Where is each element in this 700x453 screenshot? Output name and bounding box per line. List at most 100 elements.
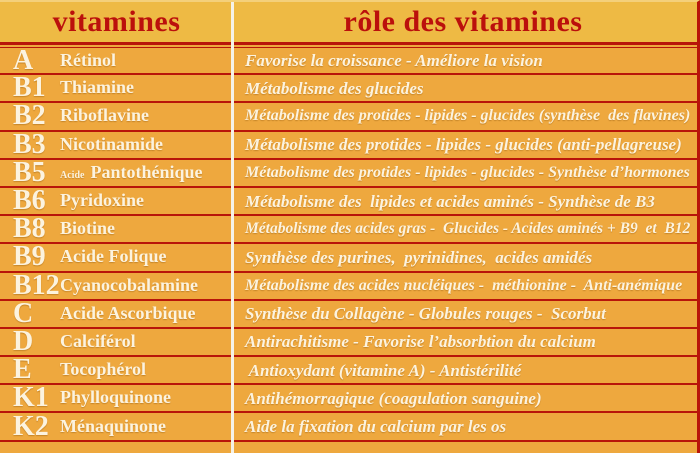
vitamin-letter: B2 [13,100,46,132]
vitamin-name: Nicotinamide [60,133,163,154]
vitamin-name: Ménaquinone [60,415,167,436]
vitamin-row: K1 Phylloquinone Antihémorragique (coagu… [0,382,697,414]
vitamin-row: B3 Nicotinamide Métabolisme des protides… [0,128,697,160]
vitamin-cell: E Tocophérol [0,354,233,386]
vitamin-cell: A Rétinol [0,44,233,76]
vitamin-letter: E [13,354,32,386]
vitamin-row: B2 Riboflavine Métabolisme des protides … [0,100,697,132]
vitamin-cell: B2 Riboflavine [0,100,233,132]
table-body: A Rétinol Favorise la croissance - Améli… [0,45,697,442]
vitamin-name: Acide Ascorbique [60,302,196,323]
vitamin-cell: B1 Thiamine [0,72,233,104]
vitamin-letter: A [13,44,34,76]
vitamin-name: Rétinol [60,49,116,70]
vitamin-row: B12 Cyanocobalamine Métabolisme des acid… [0,269,697,301]
vitamin-name-wrap: Phylloquinone [60,388,171,408]
role-cell: Antioxydant (vitamine A) - Antistérilité [233,357,697,383]
vitamin-role: Synthèse du Collagène - Globules rouges … [245,304,606,324]
role-cell: Aide la fixation du calcium par les os [233,413,697,439]
vitamin-name: Thiamine [60,77,135,98]
header-label-role: rôle des vitamines [343,5,583,38]
vitamin-role: Métabolisme des lipides et acides aminés… [245,191,655,211]
vitamin-row: B5 Acide Pantothénique Métabolisme des p… [0,156,697,188]
vitamin-letter: B8 [13,213,46,245]
role-cell: Favorise la croissance - Améliore la vis… [233,48,697,73]
vitamin-row: E Tocophérol Antioxydant (vitamine A) - … [0,354,697,386]
vitamin-name-wrap: Cyanocobalamine [60,276,198,296]
vitamin-cell: B12 Cyanocobalamine [0,269,233,301]
role-cell: Métabolisme des protides - lipides - glu… [233,160,697,186]
vitamin-role: Antirachitisme - Favorise l’absorbtion d… [245,332,596,352]
vitamin-letter: C [13,297,34,329]
vitamin-name: Riboflavine [60,105,150,126]
table-header-row: vitamines rôle des vitamines [0,2,697,45]
vitamin-name: Pantothénique [90,161,203,182]
header-cell-vitamines: vitamines [0,2,233,42]
role-cell: Synthèse des purines, pyrinidines, acide… [233,244,697,270]
header-label-vitamines: vitamines [52,5,181,38]
vitamin-cell: B6 Pyridoxine [0,185,233,217]
role-cell: Métabolisme des acides nucléiques - méth… [233,273,697,299]
vitamin-letter: B5 [13,156,46,188]
vitamin-cell: K1 Phylloquinone [0,382,233,414]
vitamin-role: Antioxydant (vitamine A) - Antistérilité [245,360,522,380]
vitamin-role: Favorise la croissance - Améliore la vis… [245,51,543,71]
role-cell: Métabolisme des acides gras - Glucides -… [233,216,697,242]
role-cell: Antirachitisme - Favorise l’absorbtion d… [233,329,697,355]
role-cell: Métabolisme des lipides et acides aminés… [233,188,697,214]
vitamin-letter: B9 [13,241,46,273]
vitamin-role: Métabolisme des acides nucléiques - méth… [245,276,683,294]
vitamin-name-wrap: Calciférol [60,332,136,352]
vitamin-name: Calciférol [60,330,136,351]
vitamin-letter: B1 [13,72,46,104]
vitamin-role: Métabolisme des protides - lipides - glu… [245,135,682,155]
vitamin-role: Synthèse des purines, pyrinidines, acide… [245,247,593,267]
vitamin-name-wrap: Thiamine [60,78,134,98]
header-cell-role: rôle des vitamines [233,2,697,42]
vitamin-row: C Acide Ascorbique Synthèse du Collagène… [0,297,697,329]
role-cell: Métabolisme des protides - lipides - glu… [233,103,697,129]
vitamin-row: B1 Thiamine Métabolisme des glucides [0,72,697,104]
vitamin-letter: B6 [13,185,46,217]
vitamin-row: B8 Biotine Métabolisme des acides gras -… [0,213,697,245]
vitamin-letter: K1 [13,382,49,414]
role-cell: Synthèse du Collagène - Globules rouges … [233,301,697,327]
role-cell: Métabolisme des glucides [233,75,697,101]
vitamin-cell: D Calciférol [0,325,233,357]
vitamin-name-wrap: Riboflavine [60,106,149,126]
vitamin-name-prefix: Acide [60,169,85,181]
vitamin-role: Métabolisme des acides gras - Glucides -… [245,220,691,238]
vitamin-name-wrap: Pyridoxine [60,191,144,211]
vitamin-name: Biotine [60,218,116,239]
vitamin-name-wrap: Acide Pantothénique [60,163,202,183]
vitamin-name-wrap: Tocophérol [60,360,146,380]
vitamin-cell: C Acide Ascorbique [0,297,233,329]
vitamin-letter: D [13,325,34,357]
vitamin-name-wrap: Ménaquinone [60,417,166,437]
vitamin-name-wrap: Nicotinamide [60,135,163,155]
vitamin-name-wrap: Biotine [60,219,115,239]
vitamin-name: Phylloquinone [60,387,172,408]
vitamin-cell: B5 Acide Pantothénique [0,156,233,188]
vitamin-row: A Rétinol Favorise la croissance - Améli… [0,44,697,76]
vitamin-cell: K2 Ménaquinone [0,410,233,442]
vitamin-letter: B3 [13,128,46,160]
role-cell: Antihémorragique (coagulation sanguine) [233,385,697,411]
vitamin-cell: B3 Nicotinamide [0,128,233,160]
vitamin-letter: B12 [13,269,60,301]
vitamin-role: Métabolisme des glucides [245,78,424,98]
vitamin-row: D Calciférol Antirachitisme - Favorise l… [0,325,697,358]
vitamin-name: Acide Folique [60,246,167,267]
vitamin-row: K2 Ménaquinone Aide la fixation du calci… [0,410,697,442]
vitamin-row: B9 Acide Folique Synthèse des purines, p… [0,241,697,273]
vitamin-name-wrap: Acide Ascorbique [60,304,196,324]
vitamin-role: Métabolisme des protides - lipides - glu… [245,107,691,125]
vitamin-role: Métabolisme des protides - lipides - glu… [245,163,690,181]
column-divider [231,2,234,453]
vitamin-name: Pyridoxine [60,190,144,211]
role-cell: Métabolisme des protides - lipides - glu… [233,132,697,158]
vitamin-letter: K2 [13,410,49,442]
vitamin-role: Aide la fixation du calcium par les os [245,417,507,437]
vitamin-cell: B8 Biotine [0,213,233,245]
